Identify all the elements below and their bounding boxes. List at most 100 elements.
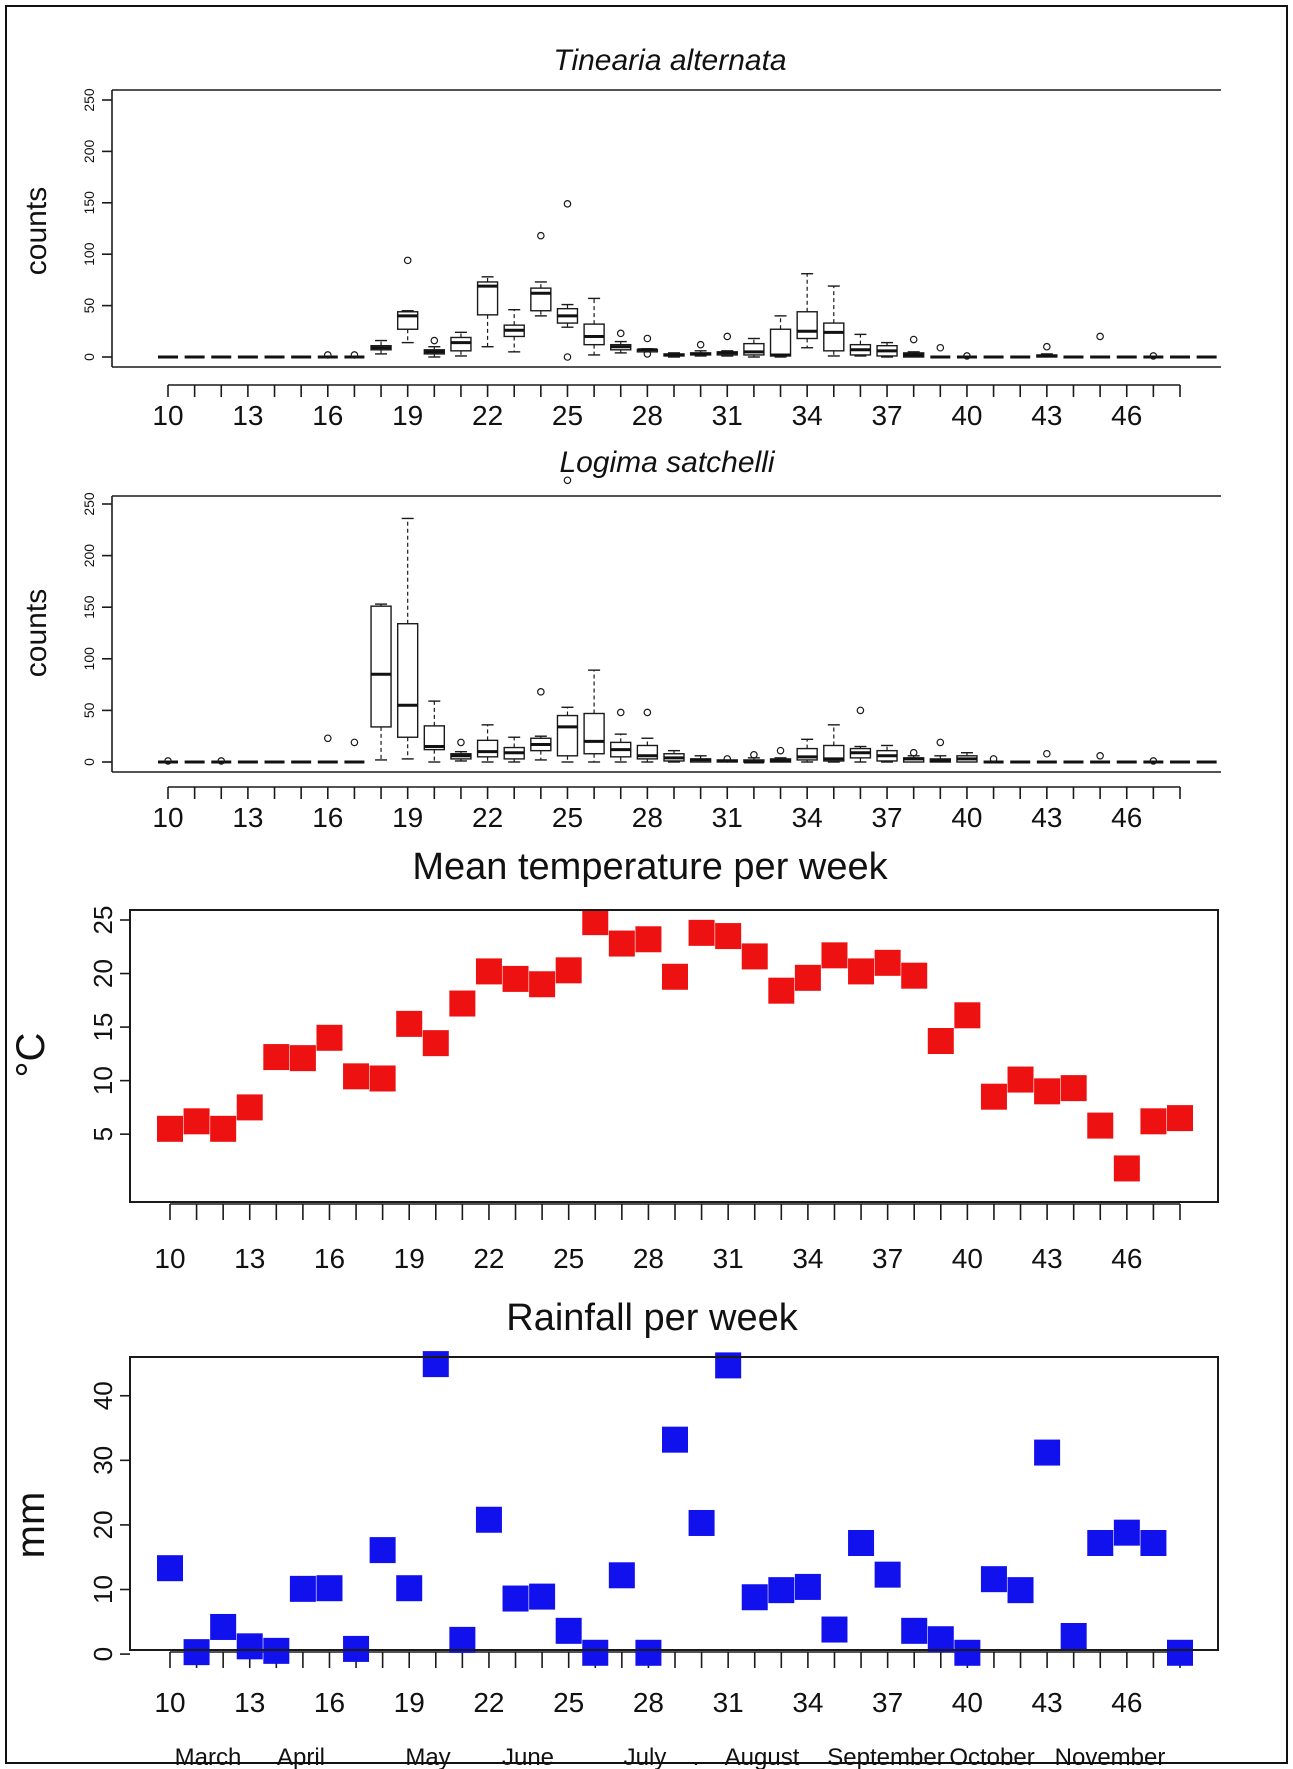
x-tick-label: 31 — [713, 1687, 744, 1718]
box-outlier — [537, 231, 545, 240]
x-tick-label: 25 — [552, 802, 583, 833]
box-week-20 — [423, 336, 446, 358]
box-iqr — [823, 322, 845, 352]
box-iqr — [583, 323, 605, 346]
box-week-39 — [929, 738, 952, 763]
x-tick-label: 22 — [472, 802, 503, 833]
box-week-36 — [849, 706, 872, 763]
box-outlier — [323, 351, 332, 359]
x-axis: 10 13 16 19 22 25 28 31 34 37 40 43 46 — [154, 1651, 1181, 1718]
x-tick-label: 22 — [473, 1687, 504, 1718]
box-week-30 — [689, 755, 712, 763]
box-iqr — [530, 287, 552, 312]
box-outlier — [856, 706, 865, 715]
data-point — [555, 1617, 582, 1644]
box-outlier — [643, 708, 652, 717]
box-outlier — [643, 350, 652, 358]
data-point — [449, 990, 476, 1017]
box-week-16 — [317, 734, 338, 764]
y-axis-label: mm — [9, 1492, 53, 1559]
box-outlier — [723, 755, 732, 763]
data-point — [848, 958, 875, 985]
plot-frame — [112, 495, 1221, 773]
x-tick-label: 34 — [792, 802, 823, 833]
x-tick-label: 25 — [553, 1243, 584, 1274]
data-point — [1113, 1519, 1140, 1546]
plot-frame — [112, 89, 1221, 368]
x-tick-label: 28 — [633, 1687, 664, 1718]
data-point — [741, 943, 768, 970]
data-point — [422, 1351, 449, 1378]
box-outlier — [750, 750, 758, 759]
box-week-25 — [556, 476, 579, 763]
data-point — [980, 1566, 1007, 1593]
data-point — [582, 1639, 609, 1666]
box-outlier — [1043, 749, 1051, 758]
box-outlier — [1096, 332, 1104, 341]
box-week-32 — [743, 750, 765, 764]
box-week-34 — [796, 738, 818, 763]
y-tick-label: 200 — [81, 140, 97, 164]
panel-title-temperature: Mean temperature per week — [412, 846, 888, 888]
y-axis: 5 10 15 20 25 — [88, 906, 130, 1141]
x-tick-label: 13 — [234, 1243, 265, 1274]
box-week-34 — [796, 273, 818, 349]
data-point — [1167, 1105, 1193, 1132]
x-tick-label: 40 — [951, 400, 982, 431]
box-week-41 — [983, 755, 1004, 764]
y-tick-label: 50 — [81, 298, 97, 314]
box-iqr — [476, 739, 499, 758]
x-tick-label: 31 — [713, 1243, 744, 1274]
box-outlier — [616, 329, 625, 338]
data-point — [555, 957, 582, 984]
x-tick-label: 37 — [872, 1687, 903, 1718]
data-point — [475, 958, 502, 985]
box-week-23 — [503, 736, 525, 763]
box-iqr — [370, 605, 392, 728]
plot-frame — [129, 909, 1219, 1203]
box-iqr — [583, 712, 605, 755]
data-point — [1007, 1066, 1034, 1093]
box-outlier — [909, 748, 918, 757]
y-tick-label: 100 — [81, 242, 97, 266]
box-outlier — [1149, 352, 1158, 360]
data-point — [1007, 1577, 1034, 1604]
box-week-45 — [1090, 332, 1111, 359]
data-point — [369, 1065, 396, 1092]
y-tick-label: 50 — [81, 702, 97, 718]
month-label: July — [624, 1744, 667, 1769]
figure-border — [5, 5, 1288, 1764]
data-point — [1060, 1623, 1087, 1649]
data-point — [1034, 1078, 1061, 1105]
box-outlier — [164, 757, 172, 765]
month-label: June — [502, 1744, 554, 1769]
box-week-21 — [450, 331, 472, 357]
box-week-45 — [1090, 752, 1111, 764]
x-tick-label: 34 — [792, 400, 823, 431]
box-panel-tinearia: Tinearia alternata counts 0 50 100 150 200 25… — [20, 44, 1221, 431]
data-point — [396, 1010, 423, 1037]
box-outlier — [936, 343, 945, 352]
y-tick-label: 5 — [88, 1127, 118, 1141]
box-marks — [158, 476, 1217, 765]
x-tick-label: 37 — [871, 802, 902, 833]
data-point — [157, 1555, 183, 1582]
x-tick-label: 43 — [1032, 1243, 1063, 1274]
x-tick-label: 25 — [553, 1687, 584, 1718]
data-point — [715, 923, 742, 950]
data-point — [289, 1575, 316, 1602]
box-outlier — [430, 336, 439, 345]
data-point — [343, 1635, 370, 1662]
box-week-31 — [716, 755, 738, 763]
data-point — [768, 977, 795, 1004]
data-point — [635, 926, 662, 953]
x-tick-label: 28 — [633, 1243, 664, 1274]
month-label: March — [175, 1744, 242, 1769]
data-point — [927, 1626, 954, 1653]
x-tick-label: 43 — [1031, 802, 1062, 833]
data-point — [954, 1639, 981, 1666]
data-point — [741, 1584, 768, 1611]
y-axis: 0 10 20 30 40 — [88, 1381, 130, 1661]
box-week-40 — [956, 752, 978, 763]
